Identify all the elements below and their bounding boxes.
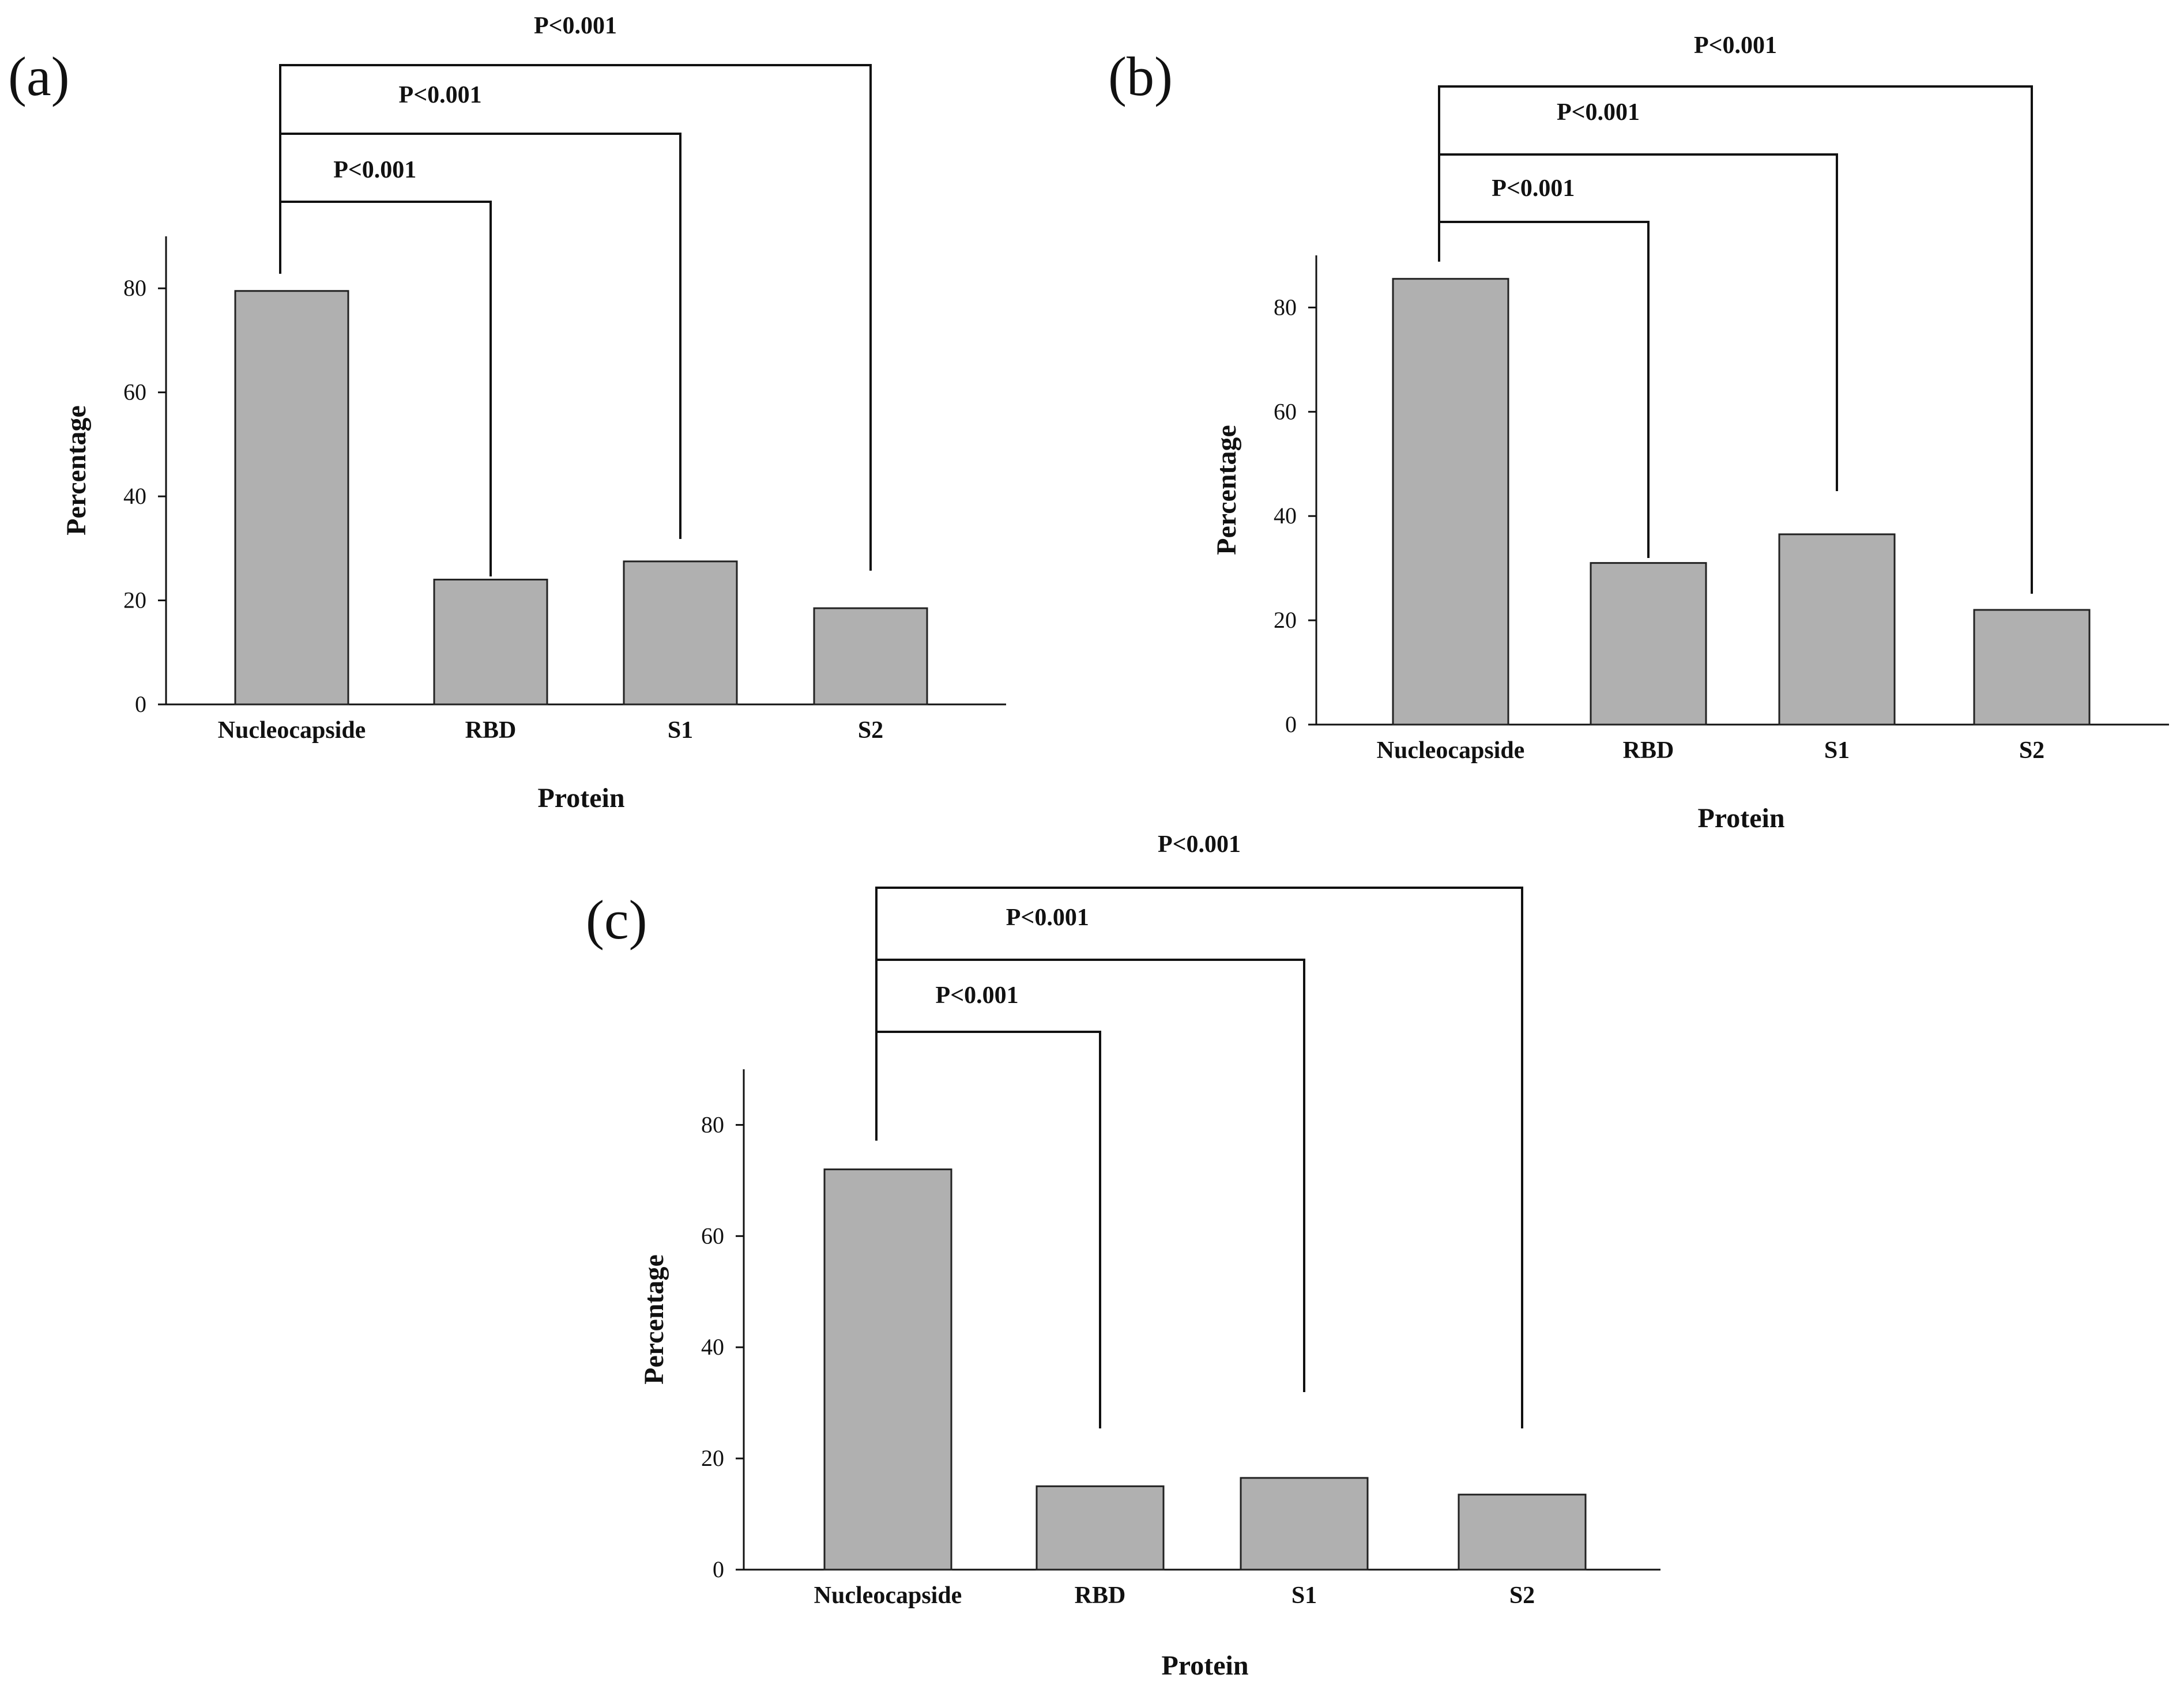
- x-tick-label: S2: [1509, 1582, 1535, 1609]
- significance-label: P<0.001: [1158, 831, 1241, 858]
- bar-s1: [1778, 533, 1896, 726]
- bar-nucleocapside: [1392, 278, 1509, 726]
- x-axis-title: Protein: [537, 783, 624, 813]
- significance-label: P<0.001: [936, 982, 1019, 1009]
- y-tick-label: 20: [701, 1445, 724, 1471]
- x-tick-label: S1: [1291, 1582, 1317, 1609]
- y-tick-label: 20: [1274, 607, 1297, 633]
- x-tick-label: S2: [858, 717, 883, 744]
- significance-label: P<0.001: [1006, 904, 1089, 931]
- bar-rbd: [1590, 562, 1707, 726]
- bar-s2: [1973, 609, 2091, 726]
- bar-s1: [1240, 1477, 1369, 1571]
- significance-label: P<0.001: [399, 82, 482, 108]
- bar-nucleocapside: [823, 1168, 952, 1571]
- x-tick-label: RBD: [465, 717, 517, 744]
- bar-nucleocapside: [234, 290, 349, 706]
- significance-bracket: [875, 887, 1523, 1428]
- significance-label: P<0.001: [534, 13, 617, 39]
- panel-label: (a): [8, 46, 70, 107]
- chart-panel-b: (b) 0 20 40 60 80 Nucleocapside RBD S1 S2 Percenta…: [1108, 32, 2169, 834]
- bar-rbd: [433, 578, 548, 706]
- x-tick-label: Nucleocapside: [218, 717, 366, 744]
- bar-s1: [623, 560, 738, 706]
- significance-bracket: [1438, 85, 2033, 594]
- y-tick-label: 80: [701, 1111, 724, 1137]
- significance-label: P<0.001: [1492, 175, 1575, 202]
- bar-s2: [813, 607, 928, 706]
- significance-bracket: [279, 64, 872, 571]
- y-tick-label: 0: [1285, 711, 1297, 737]
- y-tick-label: 60: [1274, 398, 1297, 424]
- x-tick-label: Nucleocapside: [1377, 737, 1525, 764]
- y-tick-label: 20: [123, 587, 146, 613]
- x-axis-title: Protein: [1161, 1650, 1248, 1681]
- y-axis-title: Percentage: [61, 405, 92, 536]
- significance-label: P<0.001: [333, 157, 416, 183]
- chart-panel-a: (a) 0 20 40 60 80 Nucleocapside RBD S1 S2 Percenta…: [8, 13, 1006, 813]
- panel-label: (b): [1108, 46, 1173, 107]
- y-tick-label: 80: [1274, 294, 1297, 320]
- significance-label: P<0.001: [1557, 99, 1640, 126]
- y-axis-title: Percentage: [639, 1254, 669, 1385]
- y-tick-label: 40: [1274, 503, 1297, 529]
- x-tick-label: S1: [668, 717, 693, 744]
- y-axis-title: Percentage: [1211, 425, 1242, 555]
- x-axis-title: Protein: [1697, 803, 1784, 834]
- y-tick-label: 40: [701, 1334, 724, 1360]
- panel-label: (c): [586, 889, 647, 951]
- bar-rbd: [1035, 1485, 1165, 1571]
- y-tick-label: 60: [701, 1223, 724, 1249]
- y-tick-label: 40: [123, 483, 146, 509]
- x-tick-label: Nucleocapside: [814, 1582, 962, 1609]
- x-tick-label: RBD: [1075, 1582, 1126, 1609]
- y-tick-label: 0: [135, 691, 146, 717]
- x-tick-label: S1: [1824, 737, 1850, 764]
- bar-s2: [1458, 1494, 1587, 1571]
- y-tick-label: 0: [713, 1556, 724, 1582]
- x-tick-label: RBD: [1623, 737, 1674, 764]
- y-tick-label: 60: [123, 379, 146, 405]
- x-tick-label: S2: [2019, 737, 2044, 764]
- significance-label: P<0.001: [1694, 32, 1777, 59]
- y-tick-label: 80: [123, 275, 146, 301]
- chart-panel-c: (c) 0 20 40 60 80 Nucleocapside RBD S1 S2 Percenta…: [586, 831, 1660, 1681]
